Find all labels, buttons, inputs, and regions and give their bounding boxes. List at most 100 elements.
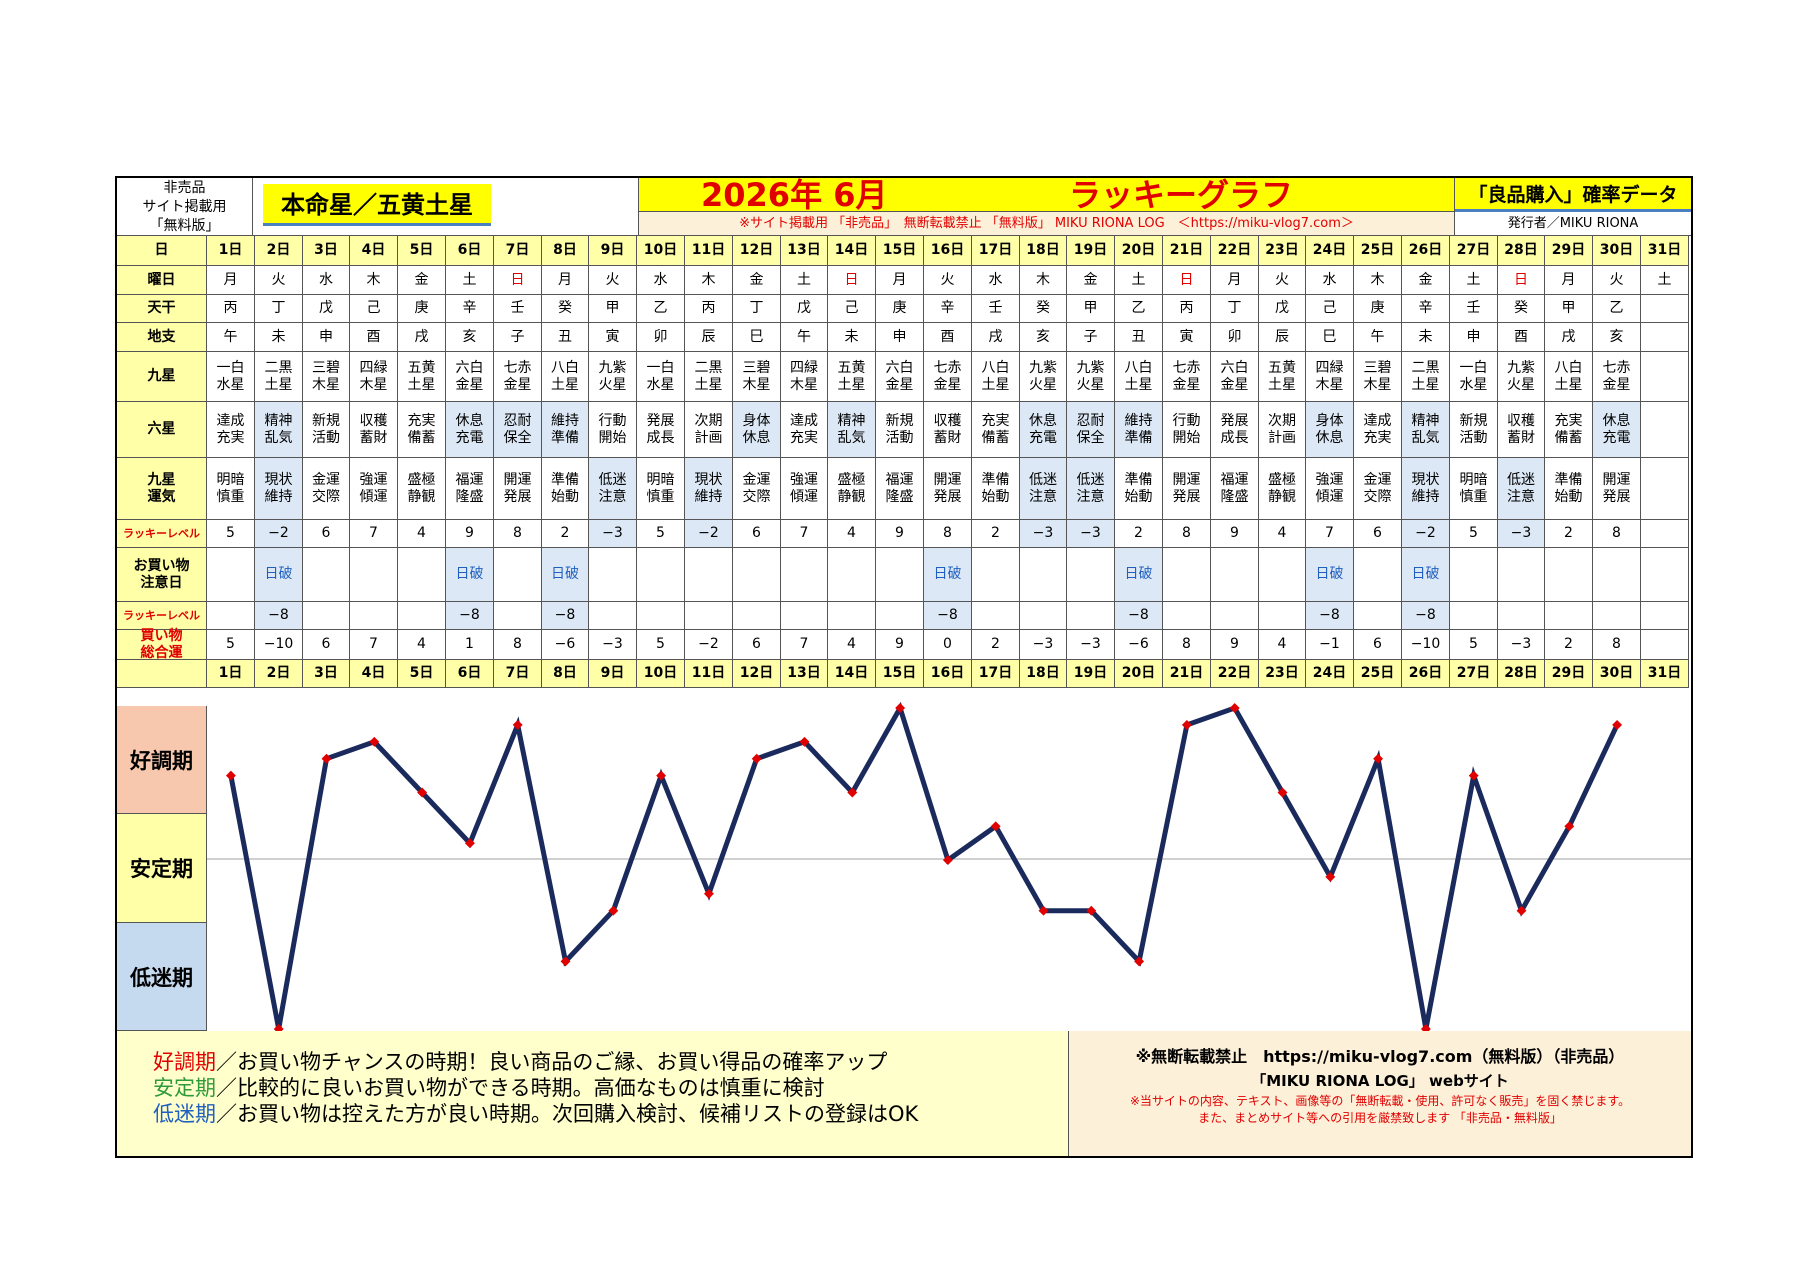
- cell-chishi-31: [1641, 323, 1689, 352]
- cell-kyusei-31: [1641, 352, 1689, 402]
- cell-lucky_level-24: 7: [1306, 520, 1354, 548]
- data-point-day-13: [799, 736, 810, 747]
- cell-days-31: 31日: [1641, 660, 1689, 688]
- cell-unki-22: 福運 隆盛: [1211, 458, 1259, 520]
- cell-total-12: 6: [733, 630, 781, 660]
- cell-days-27: 27日: [1450, 660, 1498, 688]
- star-title-box: 本命星／五黄土星: [253, 178, 639, 236]
- cell-rokusei-12: 身体 休息: [733, 402, 781, 458]
- cell-lucky_level-25: 6: [1354, 520, 1402, 548]
- cell-rokusei-21: 行動 開始: [1163, 402, 1211, 458]
- cell-days-13: 13日: [781, 660, 828, 688]
- cell-kyusei-4: 四緑 木星: [350, 352, 398, 402]
- cell-caution-13: [781, 548, 828, 602]
- cell-tenkan-12: 丁: [733, 295, 781, 323]
- cell-total-29: 2: [1545, 630, 1593, 660]
- cell-unki-1: 明暗 慎重: [207, 458, 255, 520]
- cell-weekdays-13: 土: [781, 266, 828, 295]
- cell-total-18: −3: [1020, 630, 1067, 660]
- cell-caution-25: [1354, 548, 1402, 602]
- copyright-line1: ※無断転載禁止 https://miku-vlog7.com（無料版）（非売品）: [1135, 1047, 1625, 1066]
- cell-chishi-16: 酉: [924, 323, 972, 352]
- data-point-day-30: [1612, 719, 1623, 730]
- cell-lucky_level-21: 8: [1163, 520, 1211, 548]
- cell-tenkan-23: 戊: [1259, 295, 1306, 323]
- cell-weekdays-4: 木: [350, 266, 398, 295]
- cell-caution-11: [685, 548, 733, 602]
- cell-unki-29: 準備 始動: [1545, 458, 1593, 520]
- cell-kyusei-28: 九紫 火星: [1498, 352, 1545, 402]
- cell-lucky_level2-4: [350, 602, 398, 630]
- cell-lucky_level2-2: −8: [255, 602, 303, 630]
- cell-lucky_level2-18: [1020, 602, 1067, 630]
- cell-weekdays-27: 土: [1450, 266, 1498, 295]
- cell-days-5: 5日: [398, 236, 446, 266]
- cell-kyusei-30: 七赤 金星: [1593, 352, 1641, 402]
- row-label-chishi: 地支: [117, 323, 207, 352]
- publisher: 発行者／MIKU RIONA: [1455, 212, 1691, 236]
- cell-tenkan-29: 甲: [1545, 295, 1593, 323]
- cell-lucky_level2-11: [685, 602, 733, 630]
- cell-caution-1: [207, 548, 255, 602]
- cell-kyusei-23: 五黄 土星: [1259, 352, 1306, 402]
- cell-lucky_level-8: 2: [542, 520, 589, 548]
- cell-unki-15: 福運 隆盛: [876, 458, 924, 520]
- cell-caution-6: 日破: [446, 548, 494, 602]
- cell-unki-6: 福運 隆盛: [446, 458, 494, 520]
- cell-caution-16: 日破: [924, 548, 972, 602]
- cell-unki-28: 低迷 注意: [1498, 458, 1545, 520]
- cell-chishi-3: 申: [303, 323, 350, 352]
- cell-lucky_level2-21: [1163, 602, 1211, 630]
- cell-tenkan-30: 乙: [1593, 295, 1641, 323]
- cell-tenkan-20: 乙: [1115, 295, 1163, 323]
- cell-lucky_level2-19: [1067, 602, 1115, 630]
- legend-low: 低迷期／お買い物は控えた方が良い時期。次回購入検討、候補リストの登録はOK: [153, 1101, 1068, 1127]
- cell-caution-23: [1259, 548, 1306, 602]
- cell-days-15: 15日: [876, 236, 924, 266]
- cell-chishi-15: 申: [876, 323, 924, 352]
- cell-lucky_level2-30: [1593, 602, 1641, 630]
- cell-rokusei-8: 維持 準備: [542, 402, 589, 458]
- cell-days-18: 18日: [1020, 660, 1067, 688]
- cell-tenkan-25: 庚: [1354, 295, 1402, 323]
- cell-days-27: 27日: [1450, 236, 1498, 266]
- cell-days-14: 14日: [828, 236, 876, 266]
- row-label-tenkan: 天干: [117, 295, 207, 323]
- cell-total-11: −2: [685, 630, 733, 660]
- cell-days-17: 17日: [972, 236, 1020, 266]
- row-label-day: 日: [117, 236, 207, 266]
- cell-lucky_level2-20: −8: [1115, 602, 1163, 630]
- cell-days-19: 19日: [1067, 660, 1115, 688]
- cell-caution-26: 日破: [1402, 548, 1450, 602]
- legend-low-text: ／お買い物は控えた方が良い時期。次回購入検討、候補リストの登録はOK: [216, 1102, 919, 1126]
- data-title: 「良品購入」確率データ: [1455, 178, 1691, 212]
- cell-unki-8: 準備 始動: [542, 458, 589, 520]
- cell-lucky_level2-3: [303, 602, 350, 630]
- cell-unki-26: 現状 維持: [1402, 458, 1450, 520]
- graph-title: ラッキーグラフ: [1069, 176, 1294, 214]
- cell-tenkan-27: 壬: [1450, 295, 1498, 323]
- copyright-line2: 「MIKU RIONA LOG」 webサイト: [1251, 1072, 1509, 1090]
- cell-caution-10: [637, 548, 685, 602]
- cell-lucky_level-17: 2: [972, 520, 1020, 548]
- cell-tenkan-11: 丙: [685, 295, 733, 323]
- zone-good: 好調期: [117, 706, 207, 814]
- cell-caution-2: 日破: [255, 548, 303, 602]
- cell-rokusei-5: 充実 備蓄: [398, 402, 446, 458]
- cell-days-8: 8日: [542, 236, 589, 266]
- cell-lucky_level-15: 9: [876, 520, 924, 548]
- cell-days-9: 9日: [589, 660, 637, 688]
- cell-total-19: −3: [1067, 630, 1115, 660]
- cell-chishi-13: 午: [781, 323, 828, 352]
- data-point-day-18: [1038, 905, 1049, 916]
- cell-lucky_level2-12: [733, 602, 781, 630]
- cell-days-24: 24日: [1306, 660, 1354, 688]
- month-title: 2026年 6月: [701, 176, 888, 214]
- cell-rokusei-30: 休息 充電: [1593, 402, 1641, 458]
- cell-lucky_level-11: −2: [685, 520, 733, 548]
- row-label-caution_day: お買い物 注意日: [117, 548, 207, 602]
- cell-weekdays-9: 火: [589, 266, 637, 295]
- cell-weekdays-29: 月: [1545, 266, 1593, 295]
- cell-rokusei-29: 充実 備蓄: [1545, 402, 1593, 458]
- cell-unki-27: 明暗 慎重: [1450, 458, 1498, 520]
